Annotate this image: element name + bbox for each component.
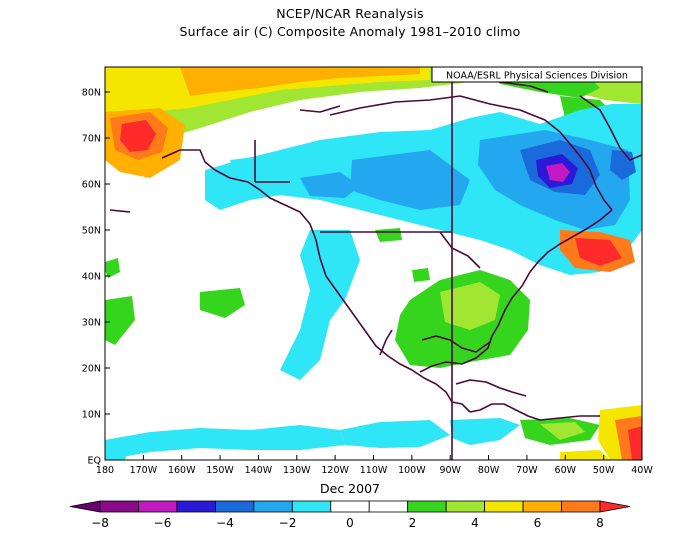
lon-tick-label: 100W xyxy=(398,465,426,476)
lat-tick-label: 40N xyxy=(82,272,101,283)
lat-tick-label: 10N xyxy=(82,410,101,421)
colorbar-segment xyxy=(445,500,486,513)
lon-tick-label: 130W xyxy=(283,465,311,476)
longitude-axis: 180 170W 160W 150W 140W 130W 120W 110W 100W 90W 80… xyxy=(96,455,653,476)
lon-tick-label: 70W xyxy=(516,465,538,476)
colorbar xyxy=(69,500,631,513)
lon-tick-label: 60W xyxy=(555,465,577,476)
colorbar-segment xyxy=(99,500,139,513)
colorbar-label: −2 xyxy=(278,516,297,530)
lat-tick-label: 50N xyxy=(82,226,101,237)
colorbar-segment xyxy=(138,500,178,513)
colorbar-label: 4 xyxy=(471,516,479,530)
lat-tick-label: 30N xyxy=(82,318,101,329)
colorbar-segment xyxy=(407,500,447,513)
colorbar-segment xyxy=(291,500,332,513)
lon-tick-label: 80W xyxy=(478,465,500,476)
title-line-2: Surface air (C) Composite Anomaly 1981–2… xyxy=(179,24,521,39)
colorbar-label: 6 xyxy=(533,516,542,530)
colorbar-label: −4 xyxy=(216,516,234,530)
colorbar-label: 2 xyxy=(408,516,417,530)
lon-tick-label: 170W xyxy=(130,465,158,476)
colorbar-segment xyxy=(176,500,216,513)
colorbar-segment xyxy=(253,500,293,513)
lat-tick-label: EQ xyxy=(88,456,101,467)
title-line-1: NCEP/NCAR Reanalysis xyxy=(276,6,424,21)
colorbar-min-arrow xyxy=(69,500,101,513)
colorbar-label: 8 xyxy=(596,516,604,530)
colorbar-segment xyxy=(522,500,562,513)
colorbar-segment xyxy=(214,500,255,513)
credit-text: NOAA/ESRL Physical Sciences Division xyxy=(446,71,628,82)
lon-tick-label: 180 xyxy=(96,465,114,476)
colorbar-max-arrow xyxy=(599,500,631,513)
colorbar-label: −6 xyxy=(153,516,172,530)
lat-tick-label: 80N xyxy=(82,88,101,99)
anomaly-field xyxy=(105,67,642,460)
colorbar-label: −8 xyxy=(91,516,109,530)
colorbar-segment xyxy=(561,500,601,513)
lon-tick-label: 50W xyxy=(593,465,615,476)
lon-tick-label: 140W xyxy=(245,465,273,476)
colorbar-segment xyxy=(368,500,409,513)
lon-tick-label: 160W xyxy=(168,465,196,476)
lat-tick-label: 60N xyxy=(82,180,101,191)
lat-tick-label: 20N xyxy=(82,364,101,375)
colorbar-label: 0 xyxy=(346,516,354,530)
colorbar-segment xyxy=(484,500,524,513)
date-label: Dec 2007 xyxy=(320,481,380,496)
lon-tick-label: 120W xyxy=(321,465,349,476)
colorbar-segment xyxy=(330,500,370,513)
credit-box xyxy=(431,66,643,83)
lon-tick-label: 150W xyxy=(206,465,234,476)
lat-tick-label: 70N xyxy=(82,134,101,145)
latitude-axis: EQ 10N 20N 30N 40N 50N 60N 70N 80N xyxy=(82,88,110,467)
lon-tick-label: 110W xyxy=(360,465,388,476)
lon-tick-label: 90W xyxy=(439,465,461,476)
lon-tick-label: 40W xyxy=(631,465,653,476)
